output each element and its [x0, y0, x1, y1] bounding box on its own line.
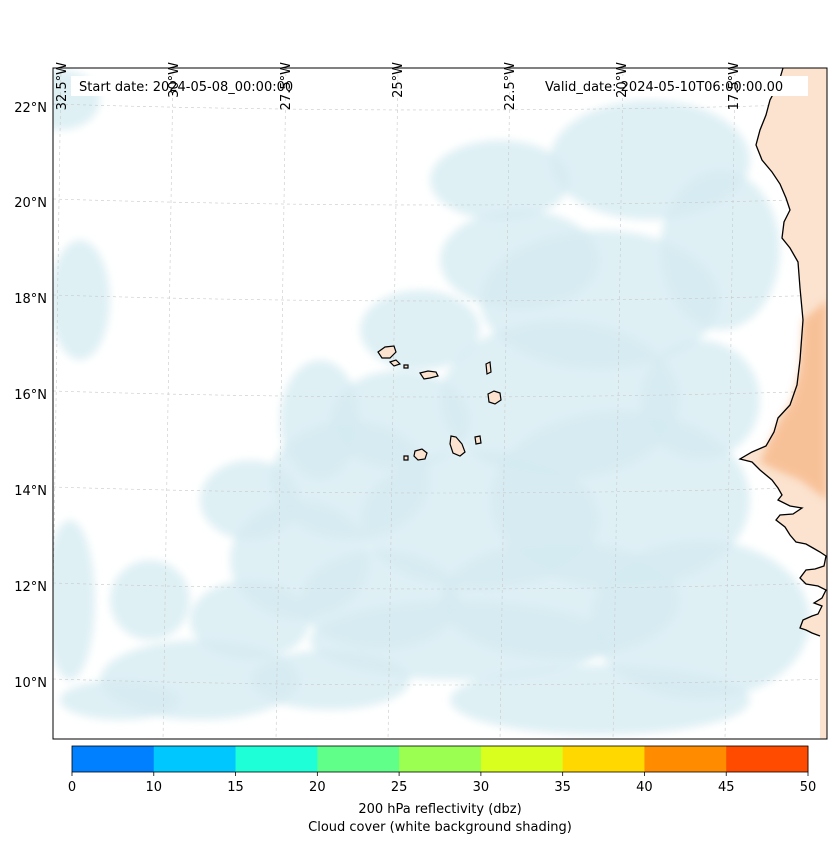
latitude-tick-label: 16°N [14, 388, 47, 403]
colorbar-segment [480, 746, 564, 772]
colorbar-tick-label: 40 [636, 780, 653, 795]
colorbar-tick-label: 25 [391, 780, 408, 795]
island-sao-vicente [388, 359, 402, 367]
colorbar-tick-label: 35 [554, 780, 571, 795]
latitude-tick-label: 14°N [14, 484, 47, 499]
colorbar-tick-label: 0 [68, 780, 76, 795]
longitude-tick-label: 22.5°W [503, 62, 518, 110]
latitude-tick-label: 20°N [14, 196, 47, 211]
meridian-line [162, 68, 174, 739]
colorbar-segment [72, 746, 155, 772]
meridian-line [612, 68, 624, 739]
meridian-line [499, 68, 511, 739]
graticule [53, 68, 827, 739]
island-santa-luzia [403, 364, 409, 369]
latitude-tick-label: 12°N [14, 580, 47, 595]
colorbar-segment [317, 746, 400, 772]
longitude-tick-label: 25°W [391, 62, 406, 98]
longitude-tick-label: 32.5°W [55, 62, 70, 110]
colorbar-label: 200 hPa reflectivity (dbz) [358, 802, 521, 817]
parallel-line [53, 486, 827, 494]
island-santo-antao [377, 345, 397, 359]
parallel-line [53, 294, 827, 302]
latitude-tick-label: 10°N [14, 676, 47, 691]
parallel-line [53, 198, 827, 206]
colorbar-tick-label: 45 [718, 780, 735, 795]
start-date-label: Start date: 2024-05-08_00:00:00 [79, 80, 293, 95]
meridian-line [53, 68, 62, 626]
longitude-tick-label: 17.5°W [727, 62, 742, 110]
colorbar-tick-label: 10 [146, 780, 163, 795]
island-fogo [413, 448, 428, 461]
latitude-tick-label: 18°N [14, 292, 47, 307]
latitude-tick-label: 22°N [14, 101, 47, 116]
colorbar-segment [235, 746, 318, 772]
cape-verde-islands [377, 345, 502, 461]
longitude-tick-label: 20°W [615, 62, 630, 98]
colorbar [72, 746, 809, 772]
colorbar-ticks: 0 10 15 20 25 30 35 40 45 50 [68, 772, 816, 795]
longitude-tick-label: 30°W [167, 62, 182, 98]
latitude-labels: 22°N 20°N 18°N 16°N 14°N 12°N 10°N [14, 101, 47, 691]
africa-coastline [738, 68, 827, 637]
parallel-line [53, 582, 827, 590]
colorbar-segment [726, 746, 809, 772]
colorbar-segment [562, 746, 645, 772]
cloud-cover-shading [53, 70, 810, 735]
island-brava [403, 455, 409, 461]
colorbar-segment [399, 746, 482, 772]
colorbar-tick-label: 50 [800, 780, 817, 795]
parallel-line [53, 390, 827, 398]
meridian-line [275, 68, 287, 739]
meridian-line [724, 68, 736, 739]
colorbar-sublabel: Cloud cover (white background shading) [308, 820, 572, 835]
colorbar-tick-label: 30 [473, 780, 490, 795]
land-reflectivity-shading [760, 300, 827, 500]
island-maio [474, 435, 482, 445]
island-boa-vista [487, 390, 502, 405]
longitude-tick-label: 27.5°W [279, 62, 294, 110]
map-frame [52, 67, 828, 740]
colorbar-frame [71, 745, 809, 773]
colorbar-segment [153, 746, 237, 772]
meridian-line [387, 68, 399, 739]
parallel-line [53, 678, 827, 686]
colorbar-tick-label: 20 [309, 780, 326, 795]
map-content [53, 68, 827, 739]
colorbar-tick-label: 15 [227, 780, 244, 795]
start-date-box [71, 76, 309, 96]
parallel-line [53, 103, 827, 111]
valid-date-box [538, 76, 808, 96]
colorbar-segment [644, 746, 727, 772]
longitude-labels: 32.5°W 30°W 27.5°W 25°W 22.5°W 20°W 17.5°W [55, 62, 742, 110]
island-santiago [449, 435, 466, 457]
island-sal [485, 361, 492, 375]
island-sao-nicolau [419, 370, 439, 380]
valid-date-label: Valid_date: 2024-05-10T06:00:00.00 [545, 80, 783, 95]
